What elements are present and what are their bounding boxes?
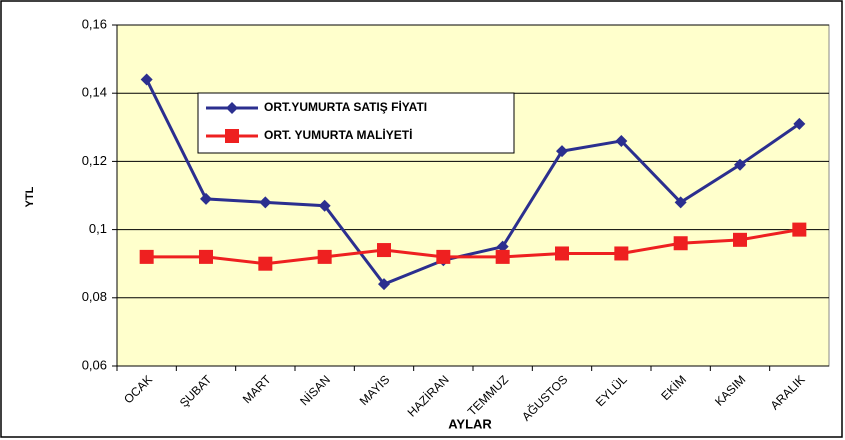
data-point — [734, 158, 746, 171]
data-point — [495, 249, 510, 264]
data-point — [378, 278, 390, 291]
data-point — [200, 192, 212, 205]
y-tick-label: 0,16 — [82, 16, 107, 31]
plot-area — [116, 24, 830, 367]
data-point — [377, 243, 391, 258]
data-point — [792, 222, 807, 237]
data-point — [615, 134, 628, 147]
data-point — [793, 117, 806, 130]
data-point — [673, 236, 688, 251]
series-line — [145, 78, 801, 286]
data-point — [318, 199, 331, 212]
legend-box — [197, 92, 515, 154]
x-axis-label: AYLAR — [448, 416, 492, 431]
data-point — [556, 145, 568, 158]
y-axis-label: YTL — [24, 186, 36, 207]
data-point — [674, 196, 687, 209]
legend-marker — [226, 102, 238, 114]
y-tick-label: 0,1 — [89, 221, 107, 236]
data-point — [139, 249, 154, 264]
y-tick-label: 0,14 — [82, 85, 107, 100]
data-point — [733, 232, 747, 247]
data-point — [199, 249, 213, 264]
data-point — [258, 256, 273, 271]
data-point — [317, 249, 332, 264]
data-point — [259, 196, 272, 209]
data-point — [614, 246, 629, 261]
y-tick-label: 0,12 — [82, 153, 107, 168]
series-line — [146, 228, 800, 266]
data-point — [555, 246, 569, 261]
y-tick-label: 0,08 — [82, 289, 107, 304]
data-point — [496, 240, 509, 253]
legend-marker — [225, 129, 239, 143]
legend-label: ORT.YUMURTA SATIŞ FİYATI — [264, 99, 427, 114]
y-tick-label: 0,06 — [82, 357, 107, 372]
data-point — [140, 73, 153, 86]
legend-label: ORT. YUMURTA MALİYETİ — [264, 127, 412, 142]
data-point — [436, 249, 451, 264]
